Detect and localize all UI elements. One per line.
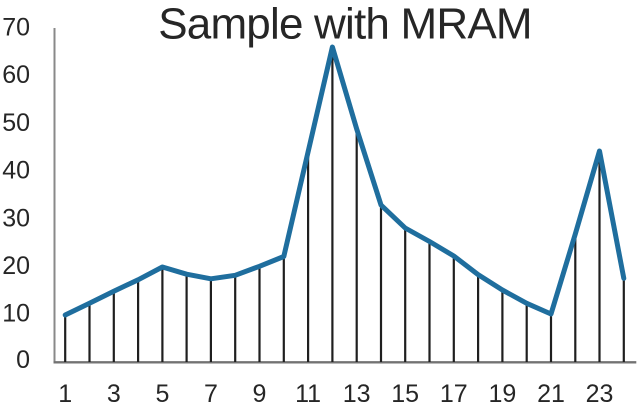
svg-text:13: 13: [343, 380, 371, 408]
svg-text:50: 50: [2, 109, 30, 137]
svg-text:11: 11: [295, 380, 321, 408]
svg-text:9: 9: [253, 380, 267, 408]
svg-text:19: 19: [488, 380, 516, 408]
svg-text:3: 3: [107, 380, 121, 408]
svg-text:70: 70: [2, 14, 30, 42]
svg-text:60: 60: [2, 61, 30, 89]
svg-text:20: 20: [2, 252, 30, 280]
svg-text:7: 7: [204, 380, 218, 408]
svg-text:1: 1: [58, 380, 72, 408]
svg-text:10: 10: [2, 300, 30, 328]
svg-text:5: 5: [155, 380, 169, 408]
svg-text:0: 0: [16, 346, 30, 374]
svg-text:30: 30: [2, 204, 30, 232]
svg-text:17: 17: [440, 380, 468, 408]
svg-text:Sample with MRAM: Sample with MRAM: [158, 0, 532, 49]
svg-text:21: 21: [537, 380, 565, 408]
svg-text:40: 40: [2, 157, 30, 185]
svg-text:23: 23: [586, 380, 614, 408]
svg-text:15: 15: [391, 380, 419, 408]
